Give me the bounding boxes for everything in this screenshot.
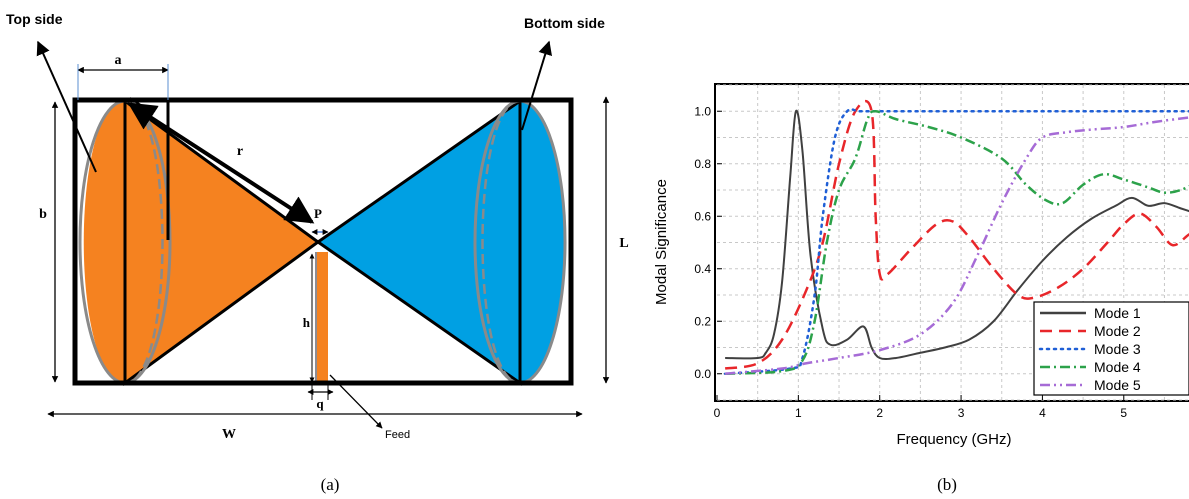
x-tick-label: 2 bbox=[876, 406, 883, 420]
y-tick-label: 0.4 bbox=[694, 262, 711, 276]
antenna-diagram: a b r P h q Feed L W Top side Bottom sid… bbox=[6, 11, 629, 494]
dim-L-label: L bbox=[619, 236, 628, 251]
series-line-mode-5 bbox=[725, 116, 1189, 375]
y-tick-label: 0.0 bbox=[694, 367, 711, 381]
series-line-mode-1 bbox=[725, 109, 1189, 360]
legend-label-mode-4: Mode 4 bbox=[1094, 359, 1141, 375]
bottom-side-patch bbox=[520, 101, 565, 383]
dim-p-label: P bbox=[314, 206, 322, 221]
top-side-patch bbox=[83, 101, 125, 383]
caption-a: (a) bbox=[321, 475, 340, 494]
plot-frame bbox=[714, 83, 1189, 402]
series-line-mode-2 bbox=[724, 100, 1189, 370]
caption-b: (b) bbox=[937, 475, 957, 494]
x-axis-label: Frequency (GHz) bbox=[896, 431, 1011, 448]
y-axis-label: Modal Significance bbox=[653, 179, 670, 305]
feed-label: Feed bbox=[385, 429, 410, 441]
substrate-outline bbox=[72, 97, 574, 386]
dim-q-label: q bbox=[316, 396, 324, 411]
y-tick-label: 1.0 bbox=[694, 104, 711, 118]
bottom-side-triangle bbox=[315, 98, 522, 386]
dim-W-label: W bbox=[222, 427, 236, 442]
grid-layer bbox=[717, 84, 1189, 401]
x-tick-label: 4 bbox=[1039, 406, 1046, 420]
x-tick-label: 5 bbox=[1120, 406, 1127, 420]
modal-significance-chart: 0 1 2 3 4 5 0.0 0.2 0.4 0.6 0.8 1.0 Frequency (GHz)… bbox=[653, 83, 1189, 494]
tick-layer: 0 1 2 3 4 5 0.0 0.2 0.4 0.6 0.8 1.0 bbox=[694, 104, 1127, 420]
legend-label-mode-5: Mode 5 bbox=[1094, 377, 1141, 393]
dim-h-label: h bbox=[303, 315, 311, 330]
top-side-label: Top side bbox=[6, 11, 63, 27]
dim-a-label: a bbox=[115, 53, 122, 68]
bottom-side-label: Bottom side bbox=[524, 15, 605, 31]
y-tick-label: 0.6 bbox=[694, 209, 711, 223]
y-tick-label: 0.8 bbox=[694, 157, 711, 171]
series-line-mode-3 bbox=[723, 108, 1189, 375]
legend-label-mode-3: Mode 3 bbox=[1094, 341, 1141, 357]
legend-label-mode-1: Mode 1 bbox=[1094, 305, 1141, 321]
series-line-mode-4 bbox=[725, 109, 1189, 375]
legend-label-mode-2: Mode 2 bbox=[1094, 323, 1141, 339]
x-tick-label: 0 bbox=[714, 406, 721, 420]
series-layer bbox=[723, 100, 1189, 375]
x-tick-label: 3 bbox=[958, 406, 965, 420]
x-tick-label: 1 bbox=[795, 406, 802, 420]
legend: Mode 1 Mode 2 Mode 3 Mode 4 Mode 5 bbox=[1033, 301, 1189, 396]
feed-line bbox=[315, 252, 328, 383]
dim-r-label: r bbox=[237, 144, 243, 159]
y-tick-label: 0.2 bbox=[694, 314, 711, 328]
dim-b-label: b bbox=[39, 207, 47, 222]
